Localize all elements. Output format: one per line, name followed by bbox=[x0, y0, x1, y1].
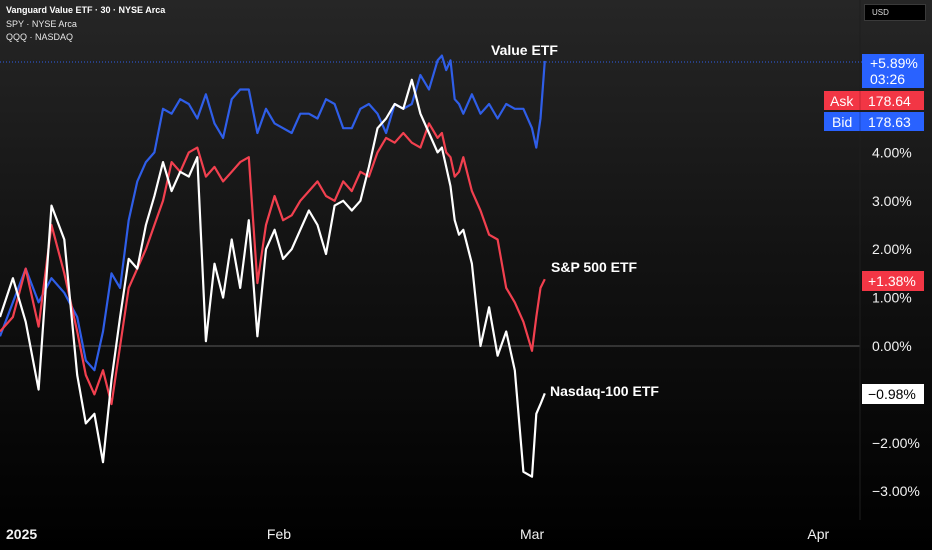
y-tick-label: −2.00% bbox=[872, 435, 920, 451]
compare-symbol-spy[interactable]: SPY · NYSE Arca bbox=[6, 18, 77, 29]
value-change-text: +5.89% bbox=[870, 55, 918, 71]
x-tick-label: Apr bbox=[807, 526, 829, 542]
y-tick-label: 2.00% bbox=[872, 241, 912, 257]
nasdaq-change-text: −0.98% bbox=[868, 386, 916, 402]
currency-selector[interactable]: USD bbox=[864, 4, 926, 21]
series-line-value-etf[interactable] bbox=[0, 54, 546, 372]
x-tick-label: 2025 bbox=[6, 526, 37, 542]
series-line-sp500-etf[interactable] bbox=[0, 122, 546, 406]
y-tick-label: −3.00% bbox=[872, 483, 920, 499]
x-axis[interactable]: 2025 Feb Mar Apr bbox=[6, 526, 830, 542]
sp500-change-text: +1.38% bbox=[868, 273, 916, 289]
nasdaq-change-tag: −0.98% bbox=[862, 384, 924, 404]
series-label-value-etf: Value ETF bbox=[491, 42, 558, 58]
countdown-text: 03:26 bbox=[870, 71, 905, 87]
y-tick-label: 3.00% bbox=[872, 193, 912, 209]
series-line-nasdaq100-etf[interactable] bbox=[0, 78, 546, 478]
x-tick-label: Mar bbox=[520, 526, 544, 542]
value-change-tag: +5.89% 03:26 bbox=[862, 54, 924, 88]
series-label-sp500-etf: S&P 500 ETF bbox=[551, 259, 638, 275]
series-label-nasdaq100-etf: Nasdaq-100 ETF bbox=[550, 383, 659, 399]
y-tick-label: 0.00% bbox=[872, 338, 912, 354]
sp500-change-tag: +1.38% bbox=[862, 271, 924, 291]
y-axis[interactable]: 4.00% 3.00% 2.00% 1.00% 0.00% −2.00% −3.00% bbox=[872, 144, 920, 499]
bid-value: 178.63 bbox=[868, 114, 911, 130]
series-group bbox=[0, 54, 546, 478]
y-tick-label: 4.00% bbox=[872, 144, 912, 160]
main-symbol-title: Vanguard Value ETF · 30 · NYSE Arca bbox=[6, 5, 166, 15]
x-tick-label: Feb bbox=[267, 526, 291, 542]
ask-value: 178.64 bbox=[868, 93, 911, 109]
y-tick-label: 1.00% bbox=[872, 290, 912, 306]
ask-tag: Ask 178.64 bbox=[824, 91, 924, 110]
ask-label: Ask bbox=[830, 93, 854, 109]
bid-label: Bid bbox=[832, 114, 852, 130]
bid-tag: Bid 178.63 bbox=[824, 112, 924, 131]
compare-symbol-qqq[interactable]: QQQ · NASDAQ bbox=[6, 32, 74, 42]
chart-legend: Vanguard Value ETF · 30 · NYSE Arca SPY … bbox=[6, 4, 165, 45]
